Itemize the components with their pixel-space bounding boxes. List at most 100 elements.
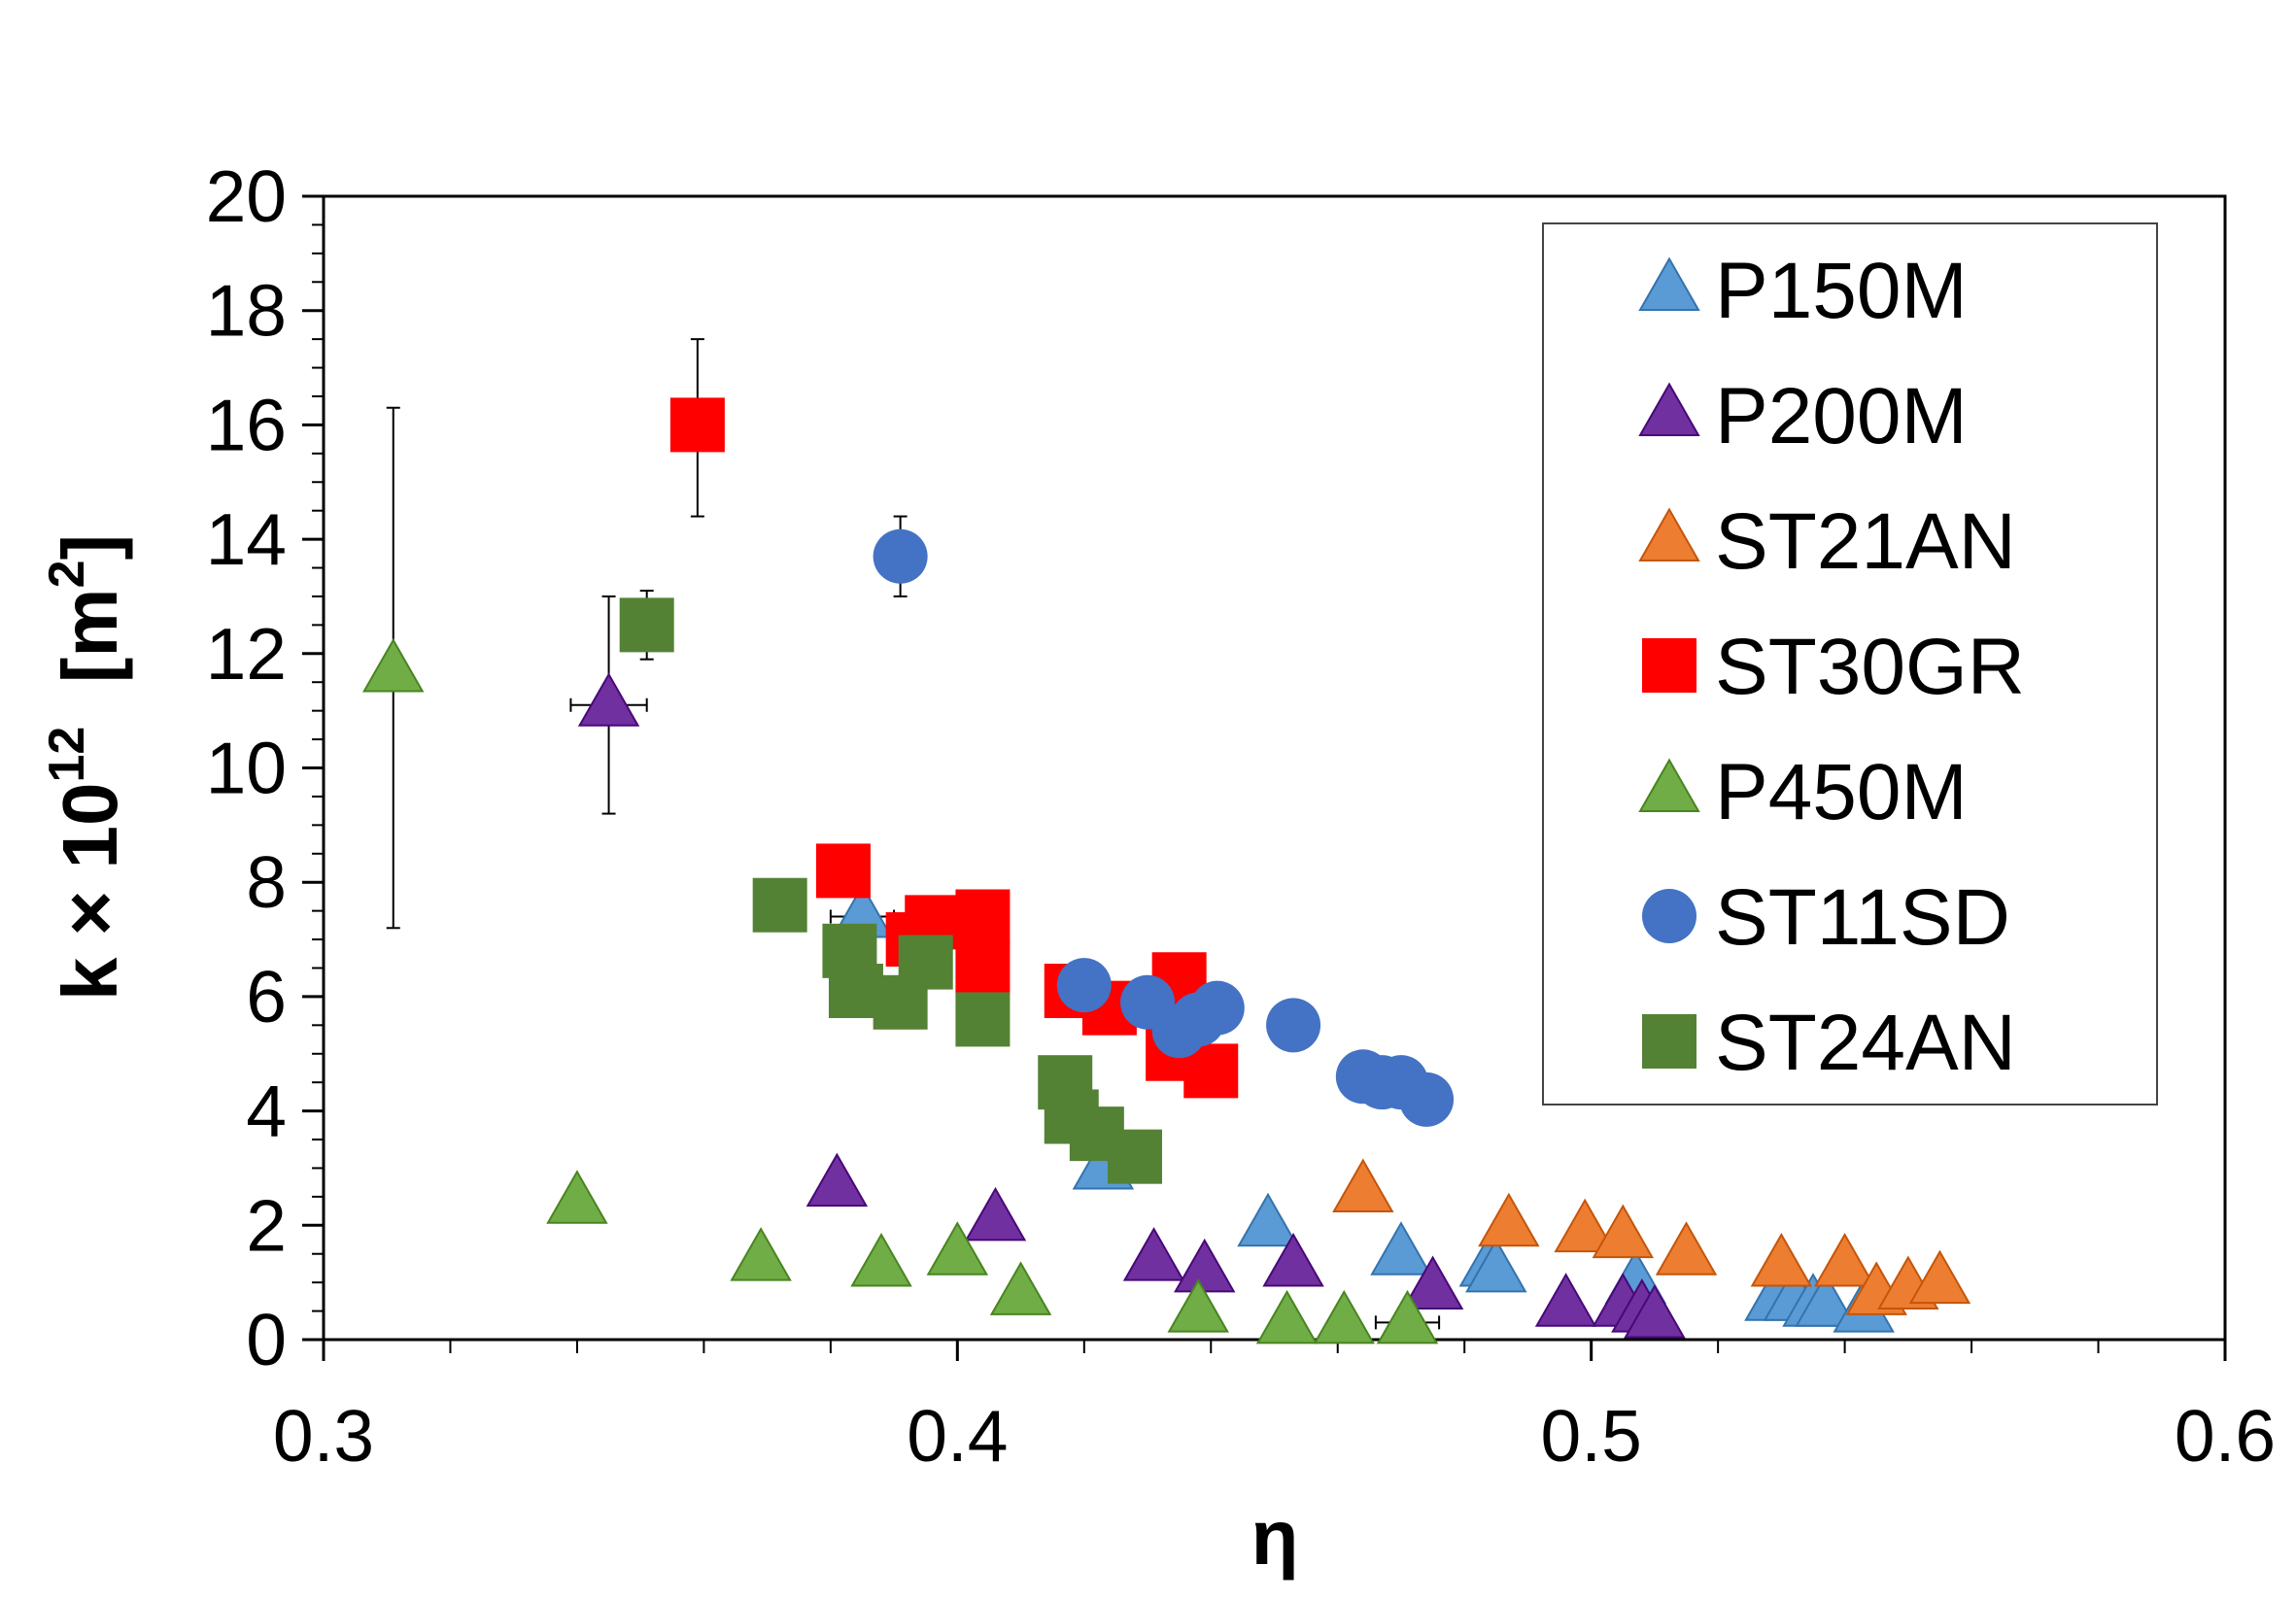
legend-entry-st24an: ST24AN	[1642, 999, 2016, 1087]
data-point-p150m	[1465, 1238, 1527, 1293]
data-point-st24an	[1107, 1129, 1162, 1184]
data-point-p150m	[1795, 1273, 1857, 1327]
data-point-st24an	[955, 992, 1011, 1047]
data-point-p200m	[1624, 1283, 1686, 1339]
y-axis-title: k × 1012 [m2]	[39, 534, 133, 1001]
data-point-p450m	[926, 1221, 989, 1276]
legend-label: P150M	[1715, 247, 1968, 335]
error-bars	[386, 338, 1441, 1330]
data-point-p450m	[1313, 1289, 1375, 1344]
legend-label: P200M	[1715, 372, 1968, 460]
y-tick-label: 2	[246, 1184, 287, 1266]
x-tick-label: 0.6	[2175, 1395, 2276, 1477]
y-tick-label: 6	[246, 956, 287, 1038]
legend-marker-st30gr	[1642, 638, 1696, 693]
legend-label: ST11SD	[1715, 873, 2010, 962]
data-point-p200m	[1122, 1227, 1185, 1281]
legend: P150M P200M ST21AN ST30GR P450M ST11SD ST24AN	[1542, 222, 2158, 1106]
x-tick-label: 0.3	[273, 1395, 374, 1477]
data-point-p450m	[730, 1227, 792, 1281]
series-st11sd	[873, 528, 1455, 1127]
data-point-p150m	[1237, 1192, 1299, 1247]
data-point-st21an	[1478, 1192, 1540, 1247]
data-point-p450m	[546, 1170, 608, 1224]
legend-marker-p450m	[1638, 758, 1700, 812]
data-point-st11sd	[1189, 980, 1245, 1036]
data-point-p200m	[805, 1152, 869, 1208]
y-tick-label: 0	[246, 1299, 287, 1380]
y-axis-title-part-1: k × 10	[47, 782, 133, 1001]
data-point-p200m	[1174, 1238, 1236, 1293]
y-tick-label: 18	[206, 270, 287, 352]
data-point-st21an	[1908, 1249, 1971, 1305]
y-axis-title-exponent-1: 12	[39, 727, 95, 783]
data-point-st24an	[898, 935, 953, 990]
series-p200m	[577, 672, 1686, 1339]
y-axis-title-part-3: ]	[47, 534, 133, 561]
data-point-st30gr	[815, 843, 871, 899]
y-tick-label: 14	[206, 498, 287, 580]
data-point-p450m	[1255, 1289, 1319, 1344]
data-point-p450m	[1167, 1278, 1229, 1333]
data-point-st21an	[1332, 1158, 1394, 1212]
data-points	[362, 397, 1971, 1344]
data-point-p450m	[362, 637, 425, 693]
data-point-st30gr	[955, 940, 1011, 996]
legend-entry-p450m: P450M	[1638, 748, 1968, 836]
data-point-p450m	[1376, 1289, 1439, 1344]
legend-label: ST30GR	[1715, 623, 2025, 711]
data-point-p200m	[964, 1186, 1027, 1242]
data-point-st11sd	[1056, 958, 1112, 1013]
y-tick-label: 8	[246, 841, 287, 923]
data-point-p450m	[989, 1261, 1052, 1315]
series-st21an	[1332, 1158, 1971, 1315]
legend-marker-st24an	[1642, 1014, 1696, 1069]
data-point-p200m	[1401, 1255, 1464, 1310]
legend-entry-p200m: P200M	[1638, 372, 1968, 460]
data-point-st21an	[1750, 1232, 1813, 1287]
series-p150m	[831, 883, 1895, 1333]
data-point-st11sd	[873, 528, 928, 584]
data-point-st30gr	[955, 889, 1011, 944]
y-tick-label: 4	[246, 1071, 287, 1152]
data-point-st24an	[752, 877, 807, 933]
data-point-p200m	[1534, 1273, 1597, 1327]
y-tick-label: 20	[206, 155, 287, 237]
y-axis: 0 2 4 6 8 10 12 14 16 18 20	[206, 155, 324, 1380]
x-tick-label: 0.5	[1541, 1395, 1642, 1477]
y-axis-title-part-2: [m	[47, 588, 133, 726]
y-tick-label: 10	[206, 728, 287, 809]
legend-marker-p150m	[1638, 256, 1700, 311]
data-point-st11sd	[1266, 998, 1321, 1053]
data-point-st24an	[619, 597, 674, 653]
data-point-st30gr	[669, 397, 725, 453]
legend-marker-st21an	[1638, 507, 1700, 561]
legend-marker-p200m	[1638, 382, 1700, 436]
data-point-st21an	[1655, 1221, 1718, 1276]
legend-entry-st30gr: ST30GR	[1642, 623, 2025, 711]
data-point-p200m	[1262, 1232, 1324, 1287]
y-axis-title-exponent-2: 2	[39, 560, 95, 588]
data-point-p450m	[850, 1232, 912, 1287]
legend-label: ST24AN	[1715, 999, 2016, 1087]
legend-label: ST21AN	[1715, 497, 2016, 586]
legend-entry-st11sd: ST11SD	[1642, 873, 2010, 962]
y-tick-label: 12	[206, 613, 287, 695]
data-point-st21an	[1554, 1198, 1616, 1253]
legend-entry-p150m: P150M	[1638, 247, 1968, 335]
data-point-p200m	[577, 672, 640, 727]
data-point-p150m	[1370, 1221, 1432, 1276]
data-point-st11sd	[1399, 1072, 1455, 1127]
x-axis: 0.3 0.4 0.5 0.6	[273, 1340, 2276, 1477]
series-st24an	[619, 597, 1162, 1184]
data-point-st21an	[1592, 1204, 1655, 1259]
series-p450m	[362, 637, 1439, 1344]
legend-label: P450M	[1715, 748, 1968, 836]
legend-entry-st21an: ST21AN	[1638, 497, 2016, 586]
x-tick-label: 0.4	[907, 1395, 1008, 1477]
x-axis-title: η	[1251, 1494, 1299, 1581]
y-tick-label: 16	[206, 384, 287, 465]
data-point-st21an	[1813, 1232, 1876, 1287]
legend-marker-st11sd	[1642, 889, 1696, 943]
